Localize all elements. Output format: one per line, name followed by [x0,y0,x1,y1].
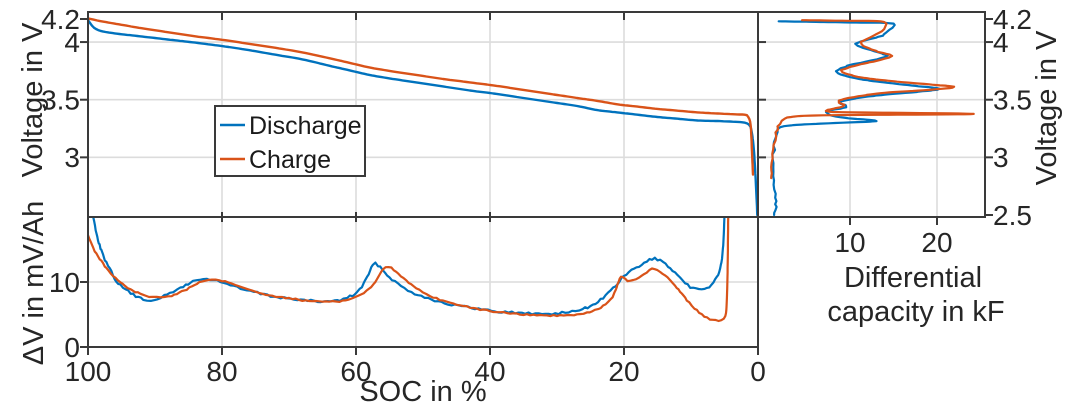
voltage-tick-label-right: 4 [993,27,1009,58]
legend-label-charge: Charge [249,146,331,174]
voltage_soc-group [88,17,758,217]
soc-tick-label: 60 [340,356,371,387]
y-axis-label-voltage-left: Voltage in V [17,22,49,177]
soc-tick-label: 40 [474,356,505,387]
dv_soc-group [88,217,730,323]
discharge-curve [88,19,758,217]
legend: Discharge Charge [214,105,366,177]
y-axis-label-voltage-right: Voltage in V [1031,30,1063,185]
diffcap-tick-label: 10 [834,227,865,258]
y-axis-label-delta-v: ΔV in mV/Ah [18,201,50,365]
legend-label-discharge: Discharge [249,112,362,140]
dv-tick-label: 0 [64,332,80,363]
legend-box [214,105,366,177]
diffcap_voltage-group [770,19,975,217]
voltage-tick-label-left: 3 [64,142,80,173]
differential-capacity-panel [757,11,986,218]
soc-tick-label: 0 [750,356,766,387]
voltage-tick-label-right: 3 [993,142,1009,173]
soc-tick-label: 20 [608,356,639,387]
diffcap-tick-label: 20 [921,227,952,258]
voltage-tick-label-left: 3.5 [41,85,80,116]
voltage-tick-label-left: 4 [64,27,80,58]
axis-layer [80,11,993,355]
voltage-tick-label-right: 3.5 [993,85,1032,116]
soc-tick-label: 80 [206,356,237,387]
curve-layer [88,17,975,323]
voltage-tick-label-left: 4.2 [41,4,80,35]
soc-tick-label: 100 [65,356,112,387]
x-axis-label-diffcap-line2: capacity in kF [827,296,1004,328]
voltage-tick-label-right: 4.2 [993,4,1032,35]
x-axis-label-soc: SOC in % [359,376,486,408]
x-axis-label-diffcap-line1: Differential [844,262,982,294]
dv-tick-label: 10 [49,267,80,298]
discharge-curve [771,20,941,217]
charge-curve [88,17,755,176]
discharge-curve [92,217,726,316]
charge-curve [88,217,730,323]
voltage-tick-label-right: 2.5 [993,200,1032,231]
charge-curve [770,19,975,180]
